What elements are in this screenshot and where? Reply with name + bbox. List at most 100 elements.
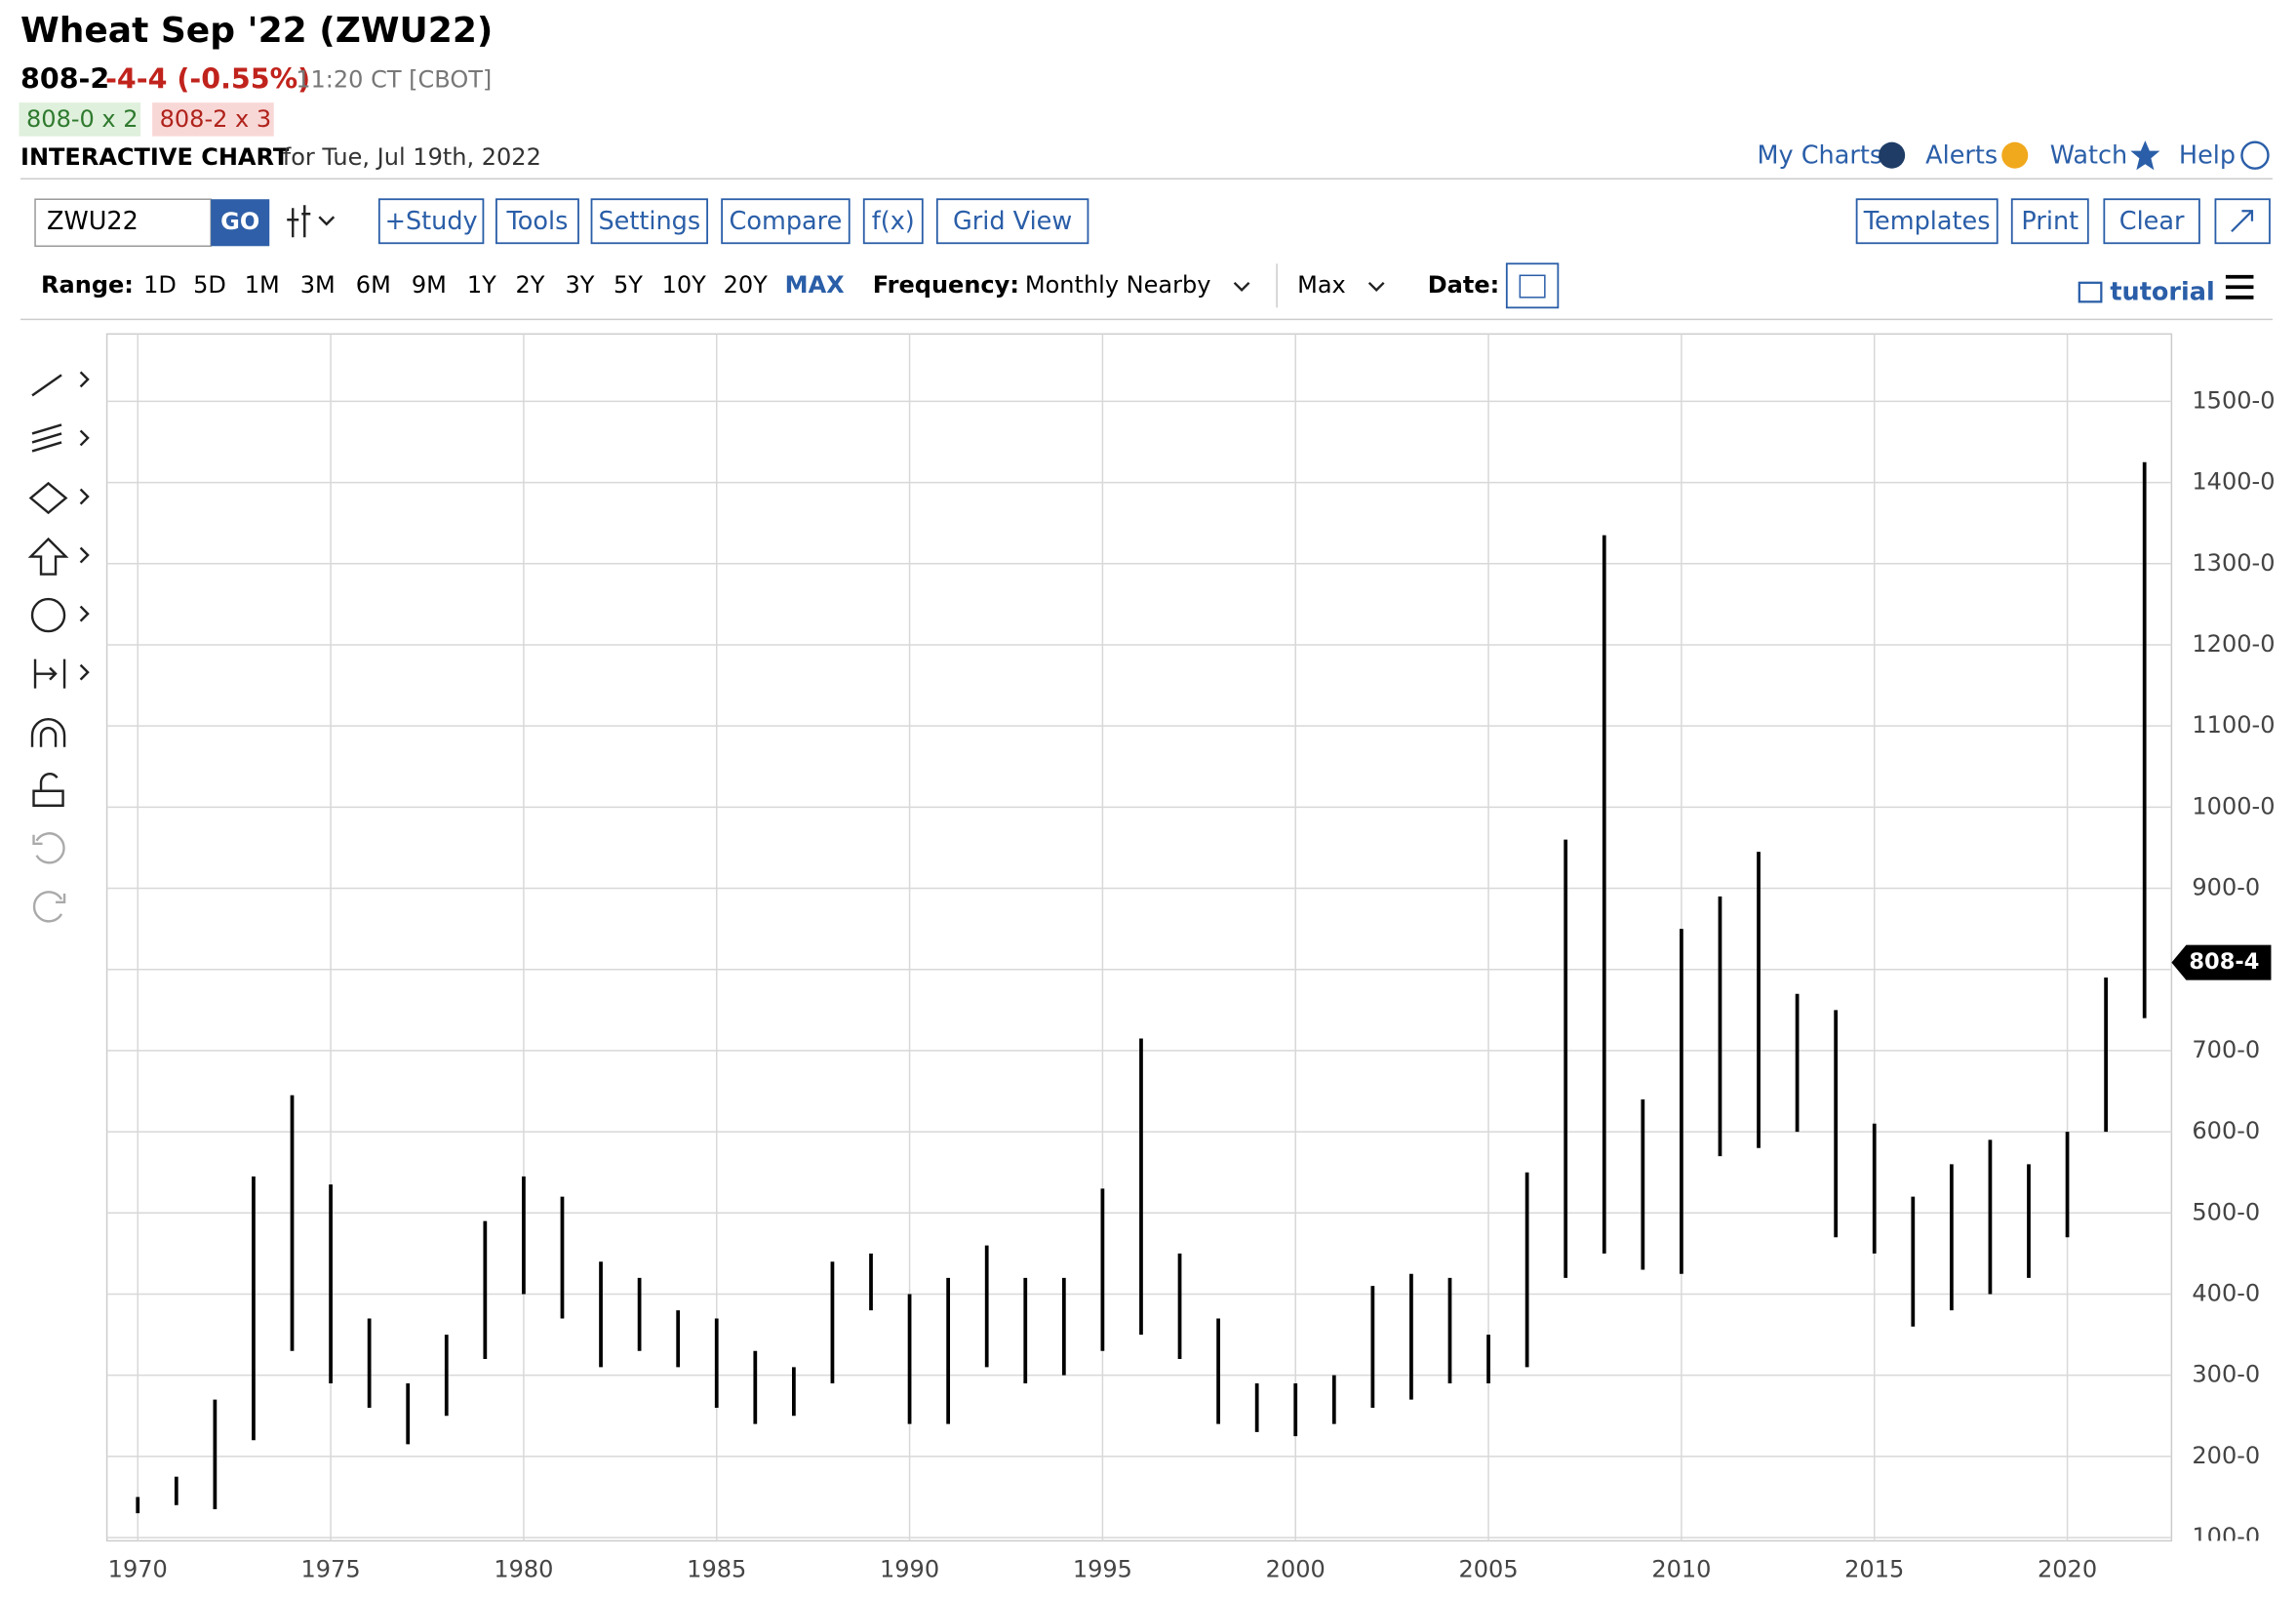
go-button[interactable] [211,199,270,247]
y-tick-label: 1300-0 [2192,549,2275,577]
x-tick-label: 1990 [880,1555,939,1582]
shape-tool[interactable] [28,481,90,515]
measure-tool[interactable] [33,659,90,689]
y-tick-label: 900-0 [2192,874,2260,901]
line-tool[interactable] [31,371,90,397]
x-tick-label: 2010 [1651,1555,1711,1582]
header-link[interactable]: My Charts [1758,141,1883,171]
plot-area [105,333,2173,1542]
text-tool[interactable] [30,597,66,633]
y-tick-label: 700-0 [2192,1036,2260,1063]
range-option[interactable]: 20Y [724,271,769,299]
y-tick-label: 400-0 [2192,1279,2260,1306]
button-label: +Study [385,207,478,236]
link-icon [2001,141,2029,169]
range-option[interactable]: 1M [245,271,280,299]
range-option[interactable]: 3M [300,271,336,299]
header-link[interactable]: Watch [2050,141,2127,171]
bid: 808-0 x 2 [26,105,139,133]
chevron [79,605,90,622]
y-tick-label: 1100-0 [2192,711,2275,739]
button-label: Templates [1863,207,1991,236]
range-option[interactable]: 1Y [467,271,496,299]
undo[interactable] [32,832,65,864]
x-tick-label: 1970 [108,1555,168,1582]
calendar-icon [1519,274,1546,299]
button-label: Compare [730,207,843,236]
y-tick-label: 1500-0 [2192,386,2275,414]
title: Wheat Sep '22 (ZWU22) [20,11,493,51]
ask-box [152,102,274,137]
lock-tool[interactable] [32,772,64,807]
date-label: Date: [1428,271,1500,299]
toolbar-button[interactable] [2010,198,2089,245]
last-price-tag [2171,944,2272,980]
range-option[interactable]: MAX [785,271,845,299]
button-label: Settings [598,207,700,236]
button-label: Grid View [953,207,1072,236]
range-option[interactable]: 6M [356,271,391,299]
go-text: GO [220,208,259,235]
toolbar-button[interactable] [1855,198,1999,245]
y-tick-label: 1400-0 [2192,468,2275,496]
toolbar-button[interactable] [495,198,579,245]
button-label: Print [2021,207,2078,236]
drawing-tools [27,371,90,923]
expand-icon [2231,210,2254,233]
link-icon [1879,141,1906,169]
chart-type-icon[interactable] [287,205,336,238]
range-option[interactable]: 2Y [515,271,544,299]
x-tick-label: 1975 [301,1555,361,1582]
range-option[interactable]: 3Y [565,271,594,299]
symbol-text: ZWU22 [47,207,139,236]
chart-date: for Tue, Jul 19th, 2022 [283,143,541,171]
range-option[interactable]: 5Y [614,271,643,299]
toolbar-button[interactable] [721,198,851,245]
toolbar-button[interactable] [377,198,485,245]
arrow-tool[interactable] [27,537,90,576]
range-label: Range: [41,271,134,299]
range-option[interactable]: 5D [193,271,226,299]
y-tick-label: 300-0 [2192,1361,2260,1388]
chart-label: INTERACTIVE CHART [20,143,290,171]
redo[interactable] [32,891,66,923]
menu-icon[interactable] [2225,274,2254,300]
toolbar-button[interactable] [2103,198,2200,245]
y-tick-label: 100-0 [2192,1523,2260,1550]
date-picker[interactable] [1505,262,1560,309]
ask: 808-2 x 3 [160,105,272,133]
x-tick-label: 2005 [1459,1555,1519,1582]
toolbar-button[interactable] [590,198,709,245]
x-tick-label: 2015 [1844,1555,1904,1582]
button-label: f(x) [872,207,915,236]
range-option[interactable]: 9M [412,271,447,299]
x-tick-label: 1995 [1073,1555,1132,1582]
change: -4-4 (-0.55%) [105,63,310,96]
frequency-select[interactable]: Monthly Nearby [1025,271,1211,299]
header-link[interactable]: Help [2179,141,2236,171]
x-tick-label: 2000 [1266,1555,1326,1582]
time: 11:20 CT [CBOT] [296,66,492,94]
toolbar-button[interactable] [862,198,924,245]
header-link[interactable]: Alerts [1925,141,1998,171]
symbol-input[interactable] [34,198,212,248]
period-select[interactable]: Max [1297,271,1346,299]
button-label: Clear [2119,207,2185,236]
magnet-tool[interactable] [30,717,66,747]
range-option[interactable]: 10Y [662,271,707,299]
fib-tool[interactable] [31,423,90,453]
chevron [1233,281,1250,293]
tutorial[interactable]: tutorial [2110,277,2214,306]
x-tick-label: 1985 [687,1555,746,1582]
bid-box [19,102,141,137]
frequency-label: Frequency: [873,271,1019,299]
link-icon [2130,140,2160,171]
last-price-label: 808-4 [2189,949,2259,975]
range-option[interactable]: 1D [143,271,177,299]
chevron [1367,281,1385,293]
button-label: Tools [506,207,569,236]
link-icon [2240,140,2270,170]
toolbar-button[interactable] [935,198,1089,245]
